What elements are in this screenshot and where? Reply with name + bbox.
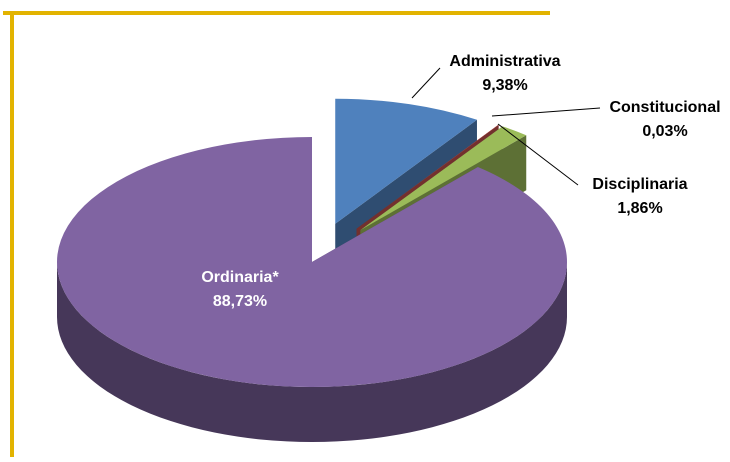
- slice-label: Disciplinaria: [592, 176, 687, 193]
- slice: [57, 137, 568, 387]
- slice: [360, 126, 527, 231]
- pie: [57, 98, 568, 442]
- slice-label: Administrativa: [449, 53, 560, 70]
- slice-wall: [57, 262, 567, 442]
- slice-label: Constitucional: [609, 99, 720, 116]
- slice-value-label: 1,86%: [617, 200, 662, 217]
- labels: Administrativa 9,38% Constitucional 0,03% Di…: [201, 53, 720, 310]
- slice-value-label: 9,38%: [482, 77, 527, 94]
- slice: [356, 124, 499, 229]
- leader-line: [497, 123, 579, 186]
- leader-line: [491, 107, 601, 117]
- slice-value-label: 0,03%: [642, 123, 687, 140]
- slice-value-label: 88,73%: [213, 293, 267, 310]
- leader-line: [411, 67, 441, 99]
- slice: [335, 98, 477, 224]
- slice-label: Ordinaria*: [201, 269, 279, 286]
